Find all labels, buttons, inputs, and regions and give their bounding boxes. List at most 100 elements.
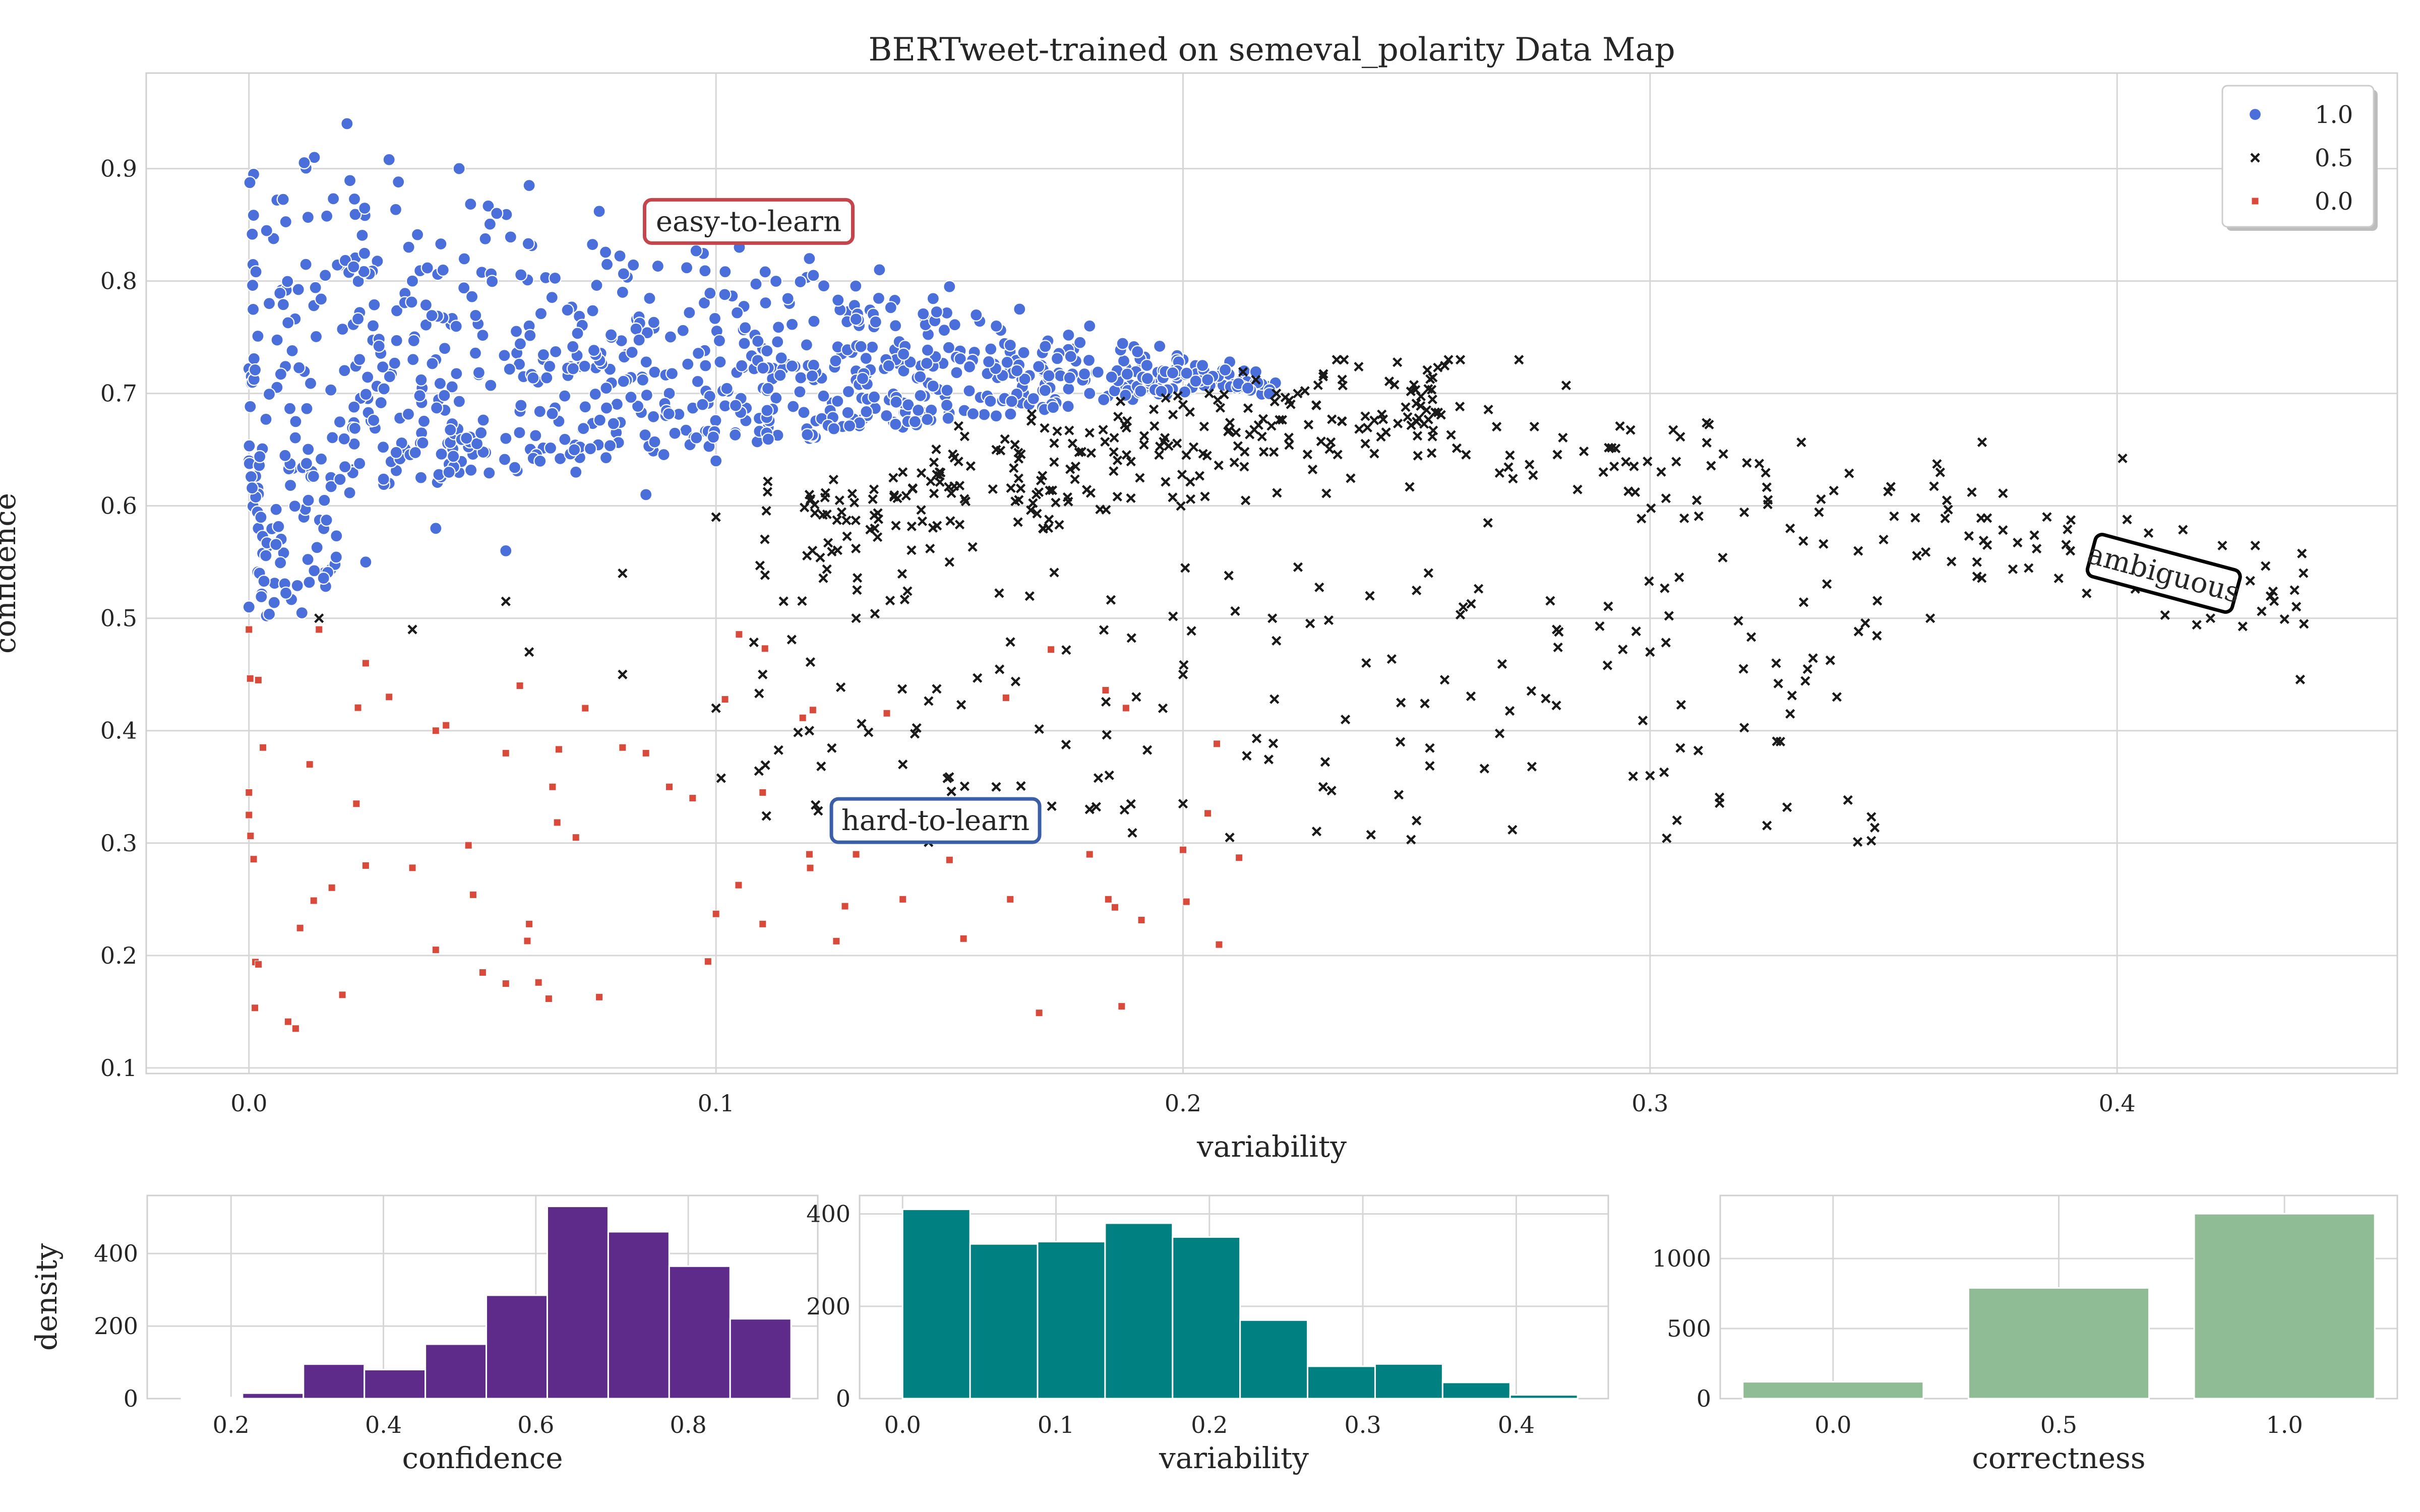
data-point <box>499 544 513 557</box>
data-point <box>1131 345 1144 359</box>
data-point <box>328 884 336 892</box>
data-point <box>822 509 832 520</box>
data-point <box>1082 353 1096 367</box>
data-point <box>326 431 339 445</box>
data-point <box>555 745 563 753</box>
data-point <box>1507 825 1518 835</box>
data-point <box>613 249 627 263</box>
series-0-0 <box>245 625 1243 1033</box>
data-point <box>1272 636 1282 646</box>
data-point <box>247 208 260 222</box>
data-point <box>408 446 422 460</box>
x-tick-label: 0.0 <box>230 1090 267 1117</box>
data-point <box>1249 365 1262 379</box>
data-point <box>1182 898 1190 906</box>
data-point <box>849 279 863 293</box>
data-point <box>244 470 258 483</box>
data-point <box>794 371 808 385</box>
data-point <box>849 497 860 508</box>
data-point <box>1409 380 1419 390</box>
data-point <box>805 369 819 383</box>
data-point <box>1998 488 2008 498</box>
data-point <box>273 286 287 300</box>
data-point <box>1091 365 1105 379</box>
data-point <box>1662 833 1672 843</box>
data-point <box>704 958 712 966</box>
data-point <box>953 421 963 431</box>
data-point <box>1525 460 1535 470</box>
data-point <box>870 523 880 533</box>
data-point <box>834 495 844 506</box>
tick-labels: 0.0 0.1 0.2 0.3 0.4 0.1 0.2 0.3 0.4 0.5 0.6 0.7 0.8 0… <box>100 155 2136 1117</box>
data-point <box>946 488 956 498</box>
data-point <box>314 292 328 306</box>
data-point <box>1109 432 1119 443</box>
data-point <box>797 596 807 606</box>
data-point <box>283 402 297 415</box>
data-point <box>358 201 372 215</box>
data-point <box>449 320 463 333</box>
data-point <box>376 440 390 454</box>
data-point <box>1061 400 1075 413</box>
data-point <box>352 800 360 808</box>
data-point <box>416 436 430 450</box>
data-point <box>1134 384 1147 398</box>
data-point <box>1844 468 1854 478</box>
data-point <box>353 457 367 470</box>
data-point <box>899 594 910 605</box>
data-point <box>586 304 599 318</box>
data-point <box>300 402 314 415</box>
data-point <box>1321 488 1332 498</box>
data-point <box>2279 614 2289 624</box>
data-point <box>773 745 783 755</box>
data-point <box>1032 360 1046 373</box>
data-point <box>1396 737 1406 747</box>
data-point <box>536 348 551 362</box>
bar <box>729 1318 792 1400</box>
data-point <box>1052 426 1062 436</box>
data-point <box>2257 606 2267 616</box>
y-tick-label: 0.1 <box>100 1054 137 1082</box>
data-point <box>1645 647 1655 657</box>
data-point <box>336 323 349 336</box>
data-point <box>1311 827 1322 837</box>
tick-labels: 0.0 0.1 0.2 0.3 0.4 0 200 400 <box>806 1201 1535 1438</box>
data-point <box>1010 364 1024 377</box>
data-point <box>651 259 664 273</box>
data-point <box>1302 450 1312 460</box>
data-point <box>666 783 674 791</box>
data-point <box>1785 523 1795 533</box>
data-point <box>392 175 405 189</box>
data-point <box>617 374 630 388</box>
data-point <box>377 382 391 396</box>
data-point <box>405 274 419 288</box>
bar <box>969 1243 1039 1400</box>
bars <box>901 1208 1579 1400</box>
data-point <box>996 446 1006 456</box>
data-point <box>1172 438 1182 449</box>
data-point <box>347 400 361 414</box>
data-point <box>590 278 603 292</box>
data-point <box>973 673 983 683</box>
data-point <box>432 946 440 954</box>
data-point <box>1761 468 1771 478</box>
data-point <box>618 669 628 679</box>
data-point <box>1455 610 1466 620</box>
data-point <box>1326 786 1337 796</box>
data-point <box>1076 447 1086 457</box>
data-point <box>1702 418 1712 428</box>
data-point <box>1084 804 1095 814</box>
data-point <box>299 258 313 271</box>
data-point <box>823 538 833 548</box>
data-point <box>755 560 765 571</box>
data-point <box>1405 482 1415 492</box>
data-point <box>1004 407 1017 421</box>
data-point <box>1369 449 1379 459</box>
data-point <box>586 237 599 251</box>
y-tick-label: 0.6 <box>100 492 137 520</box>
axes-frame <box>145 72 2398 1075</box>
data-point <box>929 457 939 467</box>
data-point <box>632 333 646 347</box>
bar <box>1509 1394 1579 1400</box>
data-point <box>401 407 415 421</box>
